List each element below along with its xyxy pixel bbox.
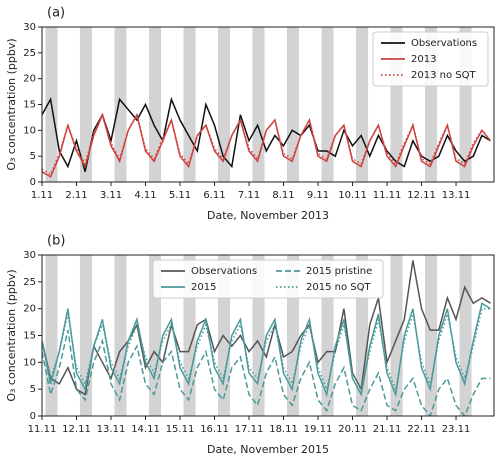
series-line — [42, 260, 491, 396]
panel-label: (a) — [47, 6, 65, 21]
x-tick-label: 17.11 — [235, 424, 264, 435]
series-line — [42, 302, 491, 398]
y-tick-label: 15 — [23, 331, 36, 342]
x-tick-label: 18.11 — [269, 424, 298, 435]
night-band — [183, 27, 196, 182]
plot-frame — [41, 26, 495, 183]
x-tick-label: 11.11 — [373, 190, 402, 201]
x-tick-label: 12.11 — [407, 190, 436, 201]
x-tick-label: 2.11 — [65, 190, 87, 201]
x-tick-label: 20.11 — [338, 424, 367, 435]
night-band — [79, 27, 93, 182]
night-band — [390, 255, 403, 416]
y-tick-label: 30 — [23, 22, 36, 33]
x-axis-label: Date, November 2015 — [207, 443, 329, 456]
x-tick-label: 10.11 — [338, 190, 367, 201]
night-band — [321, 27, 334, 182]
y-tick-label: 25 — [23, 48, 36, 59]
legend-label: Observations — [411, 38, 477, 49]
y-tick-label: 10 — [23, 125, 36, 136]
x-tick-label: 1.11 — [31, 190, 53, 201]
night-band — [459, 255, 472, 416]
y-tick-label: 5 — [30, 384, 36, 395]
legend-label: 2015 no SQT — [306, 282, 371, 293]
night-band — [424, 255, 438, 416]
y-axis-label: O₃ concentration (ppbv) — [5, 38, 18, 170]
x-axis-label: Date, November 2013 — [207, 209, 329, 222]
y-tick-label: 15 — [23, 100, 36, 111]
night-band — [355, 27, 369, 182]
night-band — [286, 27, 300, 182]
x-tick-label: 3.11 — [100, 190, 122, 201]
y-tick-label: 0 — [30, 177, 36, 188]
y-tick-label: 5 — [30, 151, 36, 162]
y-tick-label: 20 — [23, 304, 36, 315]
y-tick-label: 10 — [23, 357, 36, 368]
y-tick-label: 0 — [30, 411, 36, 422]
night-band — [217, 27, 231, 182]
y-tick-label: 30 — [23, 250, 36, 261]
x-tick-label: 11.11 — [28, 424, 57, 435]
panel-label: (b) — [47, 234, 65, 249]
legend-label: Observations — [191, 266, 257, 277]
x-tick-label: 9.11 — [307, 190, 329, 201]
y-tick-label: 20 — [23, 74, 36, 85]
y-tick-label: 25 — [23, 277, 36, 288]
night-band — [148, 27, 162, 182]
x-tick-label: 13.11 — [442, 190, 471, 201]
x-tick-label: 14.11 — [131, 424, 160, 435]
x-tick-label: 21.11 — [373, 424, 402, 435]
x-tick-label: 15.11 — [166, 424, 195, 435]
x-tick-label: 19.11 — [304, 424, 333, 435]
x-tick-label: 8.11 — [272, 190, 294, 201]
x-tick-label: 4.11 — [134, 190, 156, 201]
series-line — [42, 112, 492, 176]
x-tick-label: 12.11 — [62, 424, 91, 435]
x-tick-label: 6.11 — [203, 190, 225, 201]
legend-label: 2013 no SQT — [411, 70, 476, 81]
x-tick-label: 22.11 — [407, 424, 436, 435]
night-band — [252, 27, 265, 182]
series-line — [42, 112, 492, 178]
y-axis-label: O₃ concentration (ppbv) — [5, 269, 18, 401]
night-band — [114, 27, 127, 182]
x-tick-label: 23.11 — [442, 424, 471, 435]
x-tick-label: 5.11 — [169, 190, 191, 201]
legend-box — [152, 259, 384, 299]
legend-label: 2013 — [411, 54, 436, 65]
series-line — [42, 96, 491, 172]
series-line — [42, 329, 491, 416]
x-tick-label: 7.11 — [238, 190, 260, 201]
plot-frame — [41, 254, 495, 417]
legend-label: 2015 — [191, 282, 216, 293]
legend-box — [372, 31, 489, 87]
legend-label: 2015 pristine — [306, 266, 372, 277]
x-tick-label: 13.11 — [97, 424, 126, 435]
x-tick-label: 16.11 — [200, 424, 229, 435]
night-band — [114, 255, 127, 416]
